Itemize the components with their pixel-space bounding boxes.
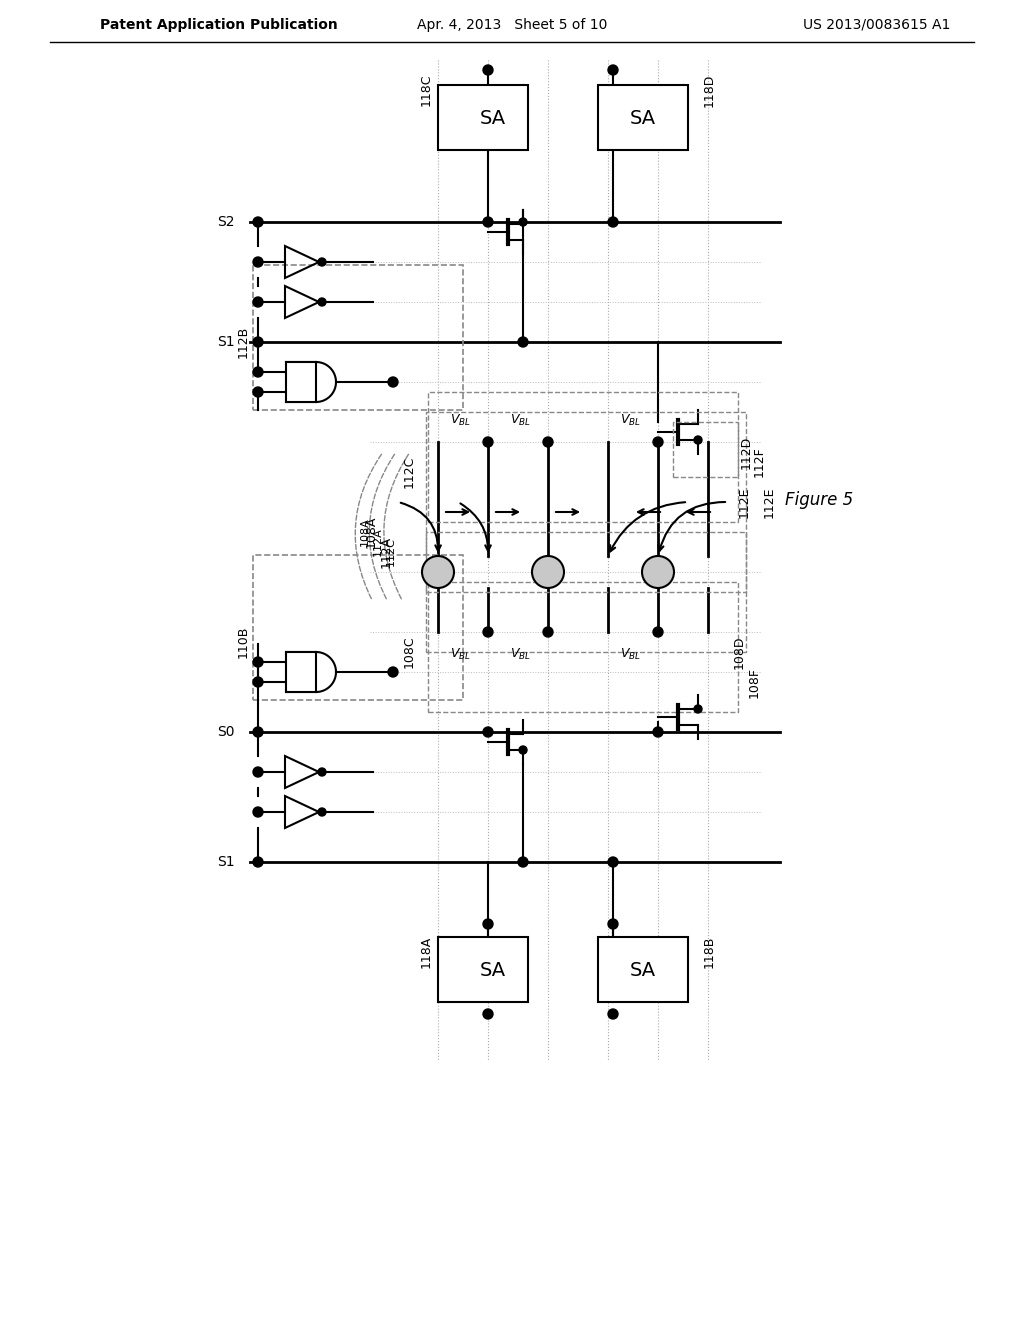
Circle shape xyxy=(253,657,263,667)
Bar xyxy=(428,392,738,521)
Text: 112A: 112A xyxy=(373,528,383,556)
Circle shape xyxy=(519,218,527,226)
Text: 108F: 108F xyxy=(748,667,761,697)
Circle shape xyxy=(253,216,263,227)
Text: $V_{BL}$: $V_{BL}$ xyxy=(450,412,470,428)
Circle shape xyxy=(483,65,493,75)
Circle shape xyxy=(483,727,493,737)
Circle shape xyxy=(653,437,663,447)
Text: SA: SA xyxy=(630,108,656,128)
Circle shape xyxy=(483,919,493,929)
Circle shape xyxy=(608,1008,618,1019)
Circle shape xyxy=(253,367,263,378)
Text: 112D: 112D xyxy=(740,436,753,469)
Text: 118B: 118B xyxy=(703,936,716,968)
Text: Patent Application Publication: Patent Application Publication xyxy=(100,18,338,32)
Circle shape xyxy=(483,1008,493,1019)
Circle shape xyxy=(519,746,527,754)
Circle shape xyxy=(388,378,398,387)
Text: 108A: 108A xyxy=(360,517,370,546)
Text: 112B: 112B xyxy=(237,326,250,358)
Text: SA: SA xyxy=(630,961,656,979)
Circle shape xyxy=(653,627,663,638)
Text: S1: S1 xyxy=(217,855,234,869)
Text: 112F: 112F xyxy=(753,446,766,478)
Text: US 2013/0083615 A1: US 2013/0083615 A1 xyxy=(803,18,950,32)
Text: SA: SA xyxy=(480,961,506,979)
Text: $V_{BL}$: $V_{BL}$ xyxy=(620,412,640,428)
Text: Figure 5: Figure 5 xyxy=(785,491,853,510)
Bar xyxy=(286,652,316,692)
Bar xyxy=(673,422,738,477)
Text: S2: S2 xyxy=(217,215,234,228)
Circle shape xyxy=(518,857,528,867)
Text: S1: S1 xyxy=(217,335,234,348)
Text: Apr. 4, 2013   Sheet 5 of 10: Apr. 4, 2013 Sheet 5 of 10 xyxy=(417,18,607,32)
Bar xyxy=(438,937,528,1002)
Text: 112C: 112C xyxy=(403,455,416,488)
Bar xyxy=(598,937,688,1002)
Text: 108A: 108A xyxy=(365,516,378,548)
Circle shape xyxy=(483,437,493,447)
Text: 110B: 110B xyxy=(237,626,250,659)
Text: 118D: 118D xyxy=(703,74,716,107)
Text: S0: S0 xyxy=(217,725,234,739)
Text: 112E: 112E xyxy=(763,486,776,517)
Circle shape xyxy=(694,436,702,444)
Text: $V_{BL}$: $V_{BL}$ xyxy=(620,647,640,661)
Bar xyxy=(428,582,738,711)
Circle shape xyxy=(253,337,263,347)
Circle shape xyxy=(518,337,528,347)
Text: 112A: 112A xyxy=(380,536,393,568)
Text: 108C: 108C xyxy=(403,636,416,668)
Circle shape xyxy=(253,297,263,308)
Text: 118C: 118C xyxy=(420,74,433,106)
Circle shape xyxy=(318,298,326,306)
Circle shape xyxy=(608,65,618,75)
Text: $V_{BL}$: $V_{BL}$ xyxy=(510,647,530,661)
Circle shape xyxy=(318,768,326,776)
Circle shape xyxy=(253,677,263,686)
Circle shape xyxy=(253,387,263,397)
Circle shape xyxy=(543,437,553,447)
Circle shape xyxy=(608,857,618,867)
Circle shape xyxy=(253,857,263,867)
Circle shape xyxy=(253,807,263,817)
Circle shape xyxy=(253,257,263,267)
Circle shape xyxy=(608,919,618,929)
Text: 112C: 112C xyxy=(386,537,396,566)
Bar xyxy=(286,362,316,403)
Circle shape xyxy=(532,556,564,587)
Bar xyxy=(426,532,746,652)
Circle shape xyxy=(483,216,493,227)
Circle shape xyxy=(608,216,618,227)
Circle shape xyxy=(388,667,398,677)
Circle shape xyxy=(253,767,263,777)
Circle shape xyxy=(483,627,493,638)
Bar xyxy=(253,554,463,700)
Circle shape xyxy=(543,627,553,638)
Bar xyxy=(426,412,746,591)
Circle shape xyxy=(653,727,663,737)
Bar xyxy=(253,265,463,411)
Text: SA: SA xyxy=(480,108,506,128)
Circle shape xyxy=(253,727,263,737)
Text: 118A: 118A xyxy=(420,936,433,968)
Circle shape xyxy=(694,705,702,713)
Bar xyxy=(438,84,528,150)
Text: 108D: 108D xyxy=(733,635,746,669)
Text: 112E: 112E xyxy=(738,486,751,517)
Text: $V_{BL}$: $V_{BL}$ xyxy=(510,412,530,428)
Bar xyxy=(598,84,688,150)
Circle shape xyxy=(642,556,674,587)
Circle shape xyxy=(422,556,454,587)
Circle shape xyxy=(318,257,326,267)
Text: $V_{BL}$: $V_{BL}$ xyxy=(450,647,470,661)
Circle shape xyxy=(318,808,326,816)
